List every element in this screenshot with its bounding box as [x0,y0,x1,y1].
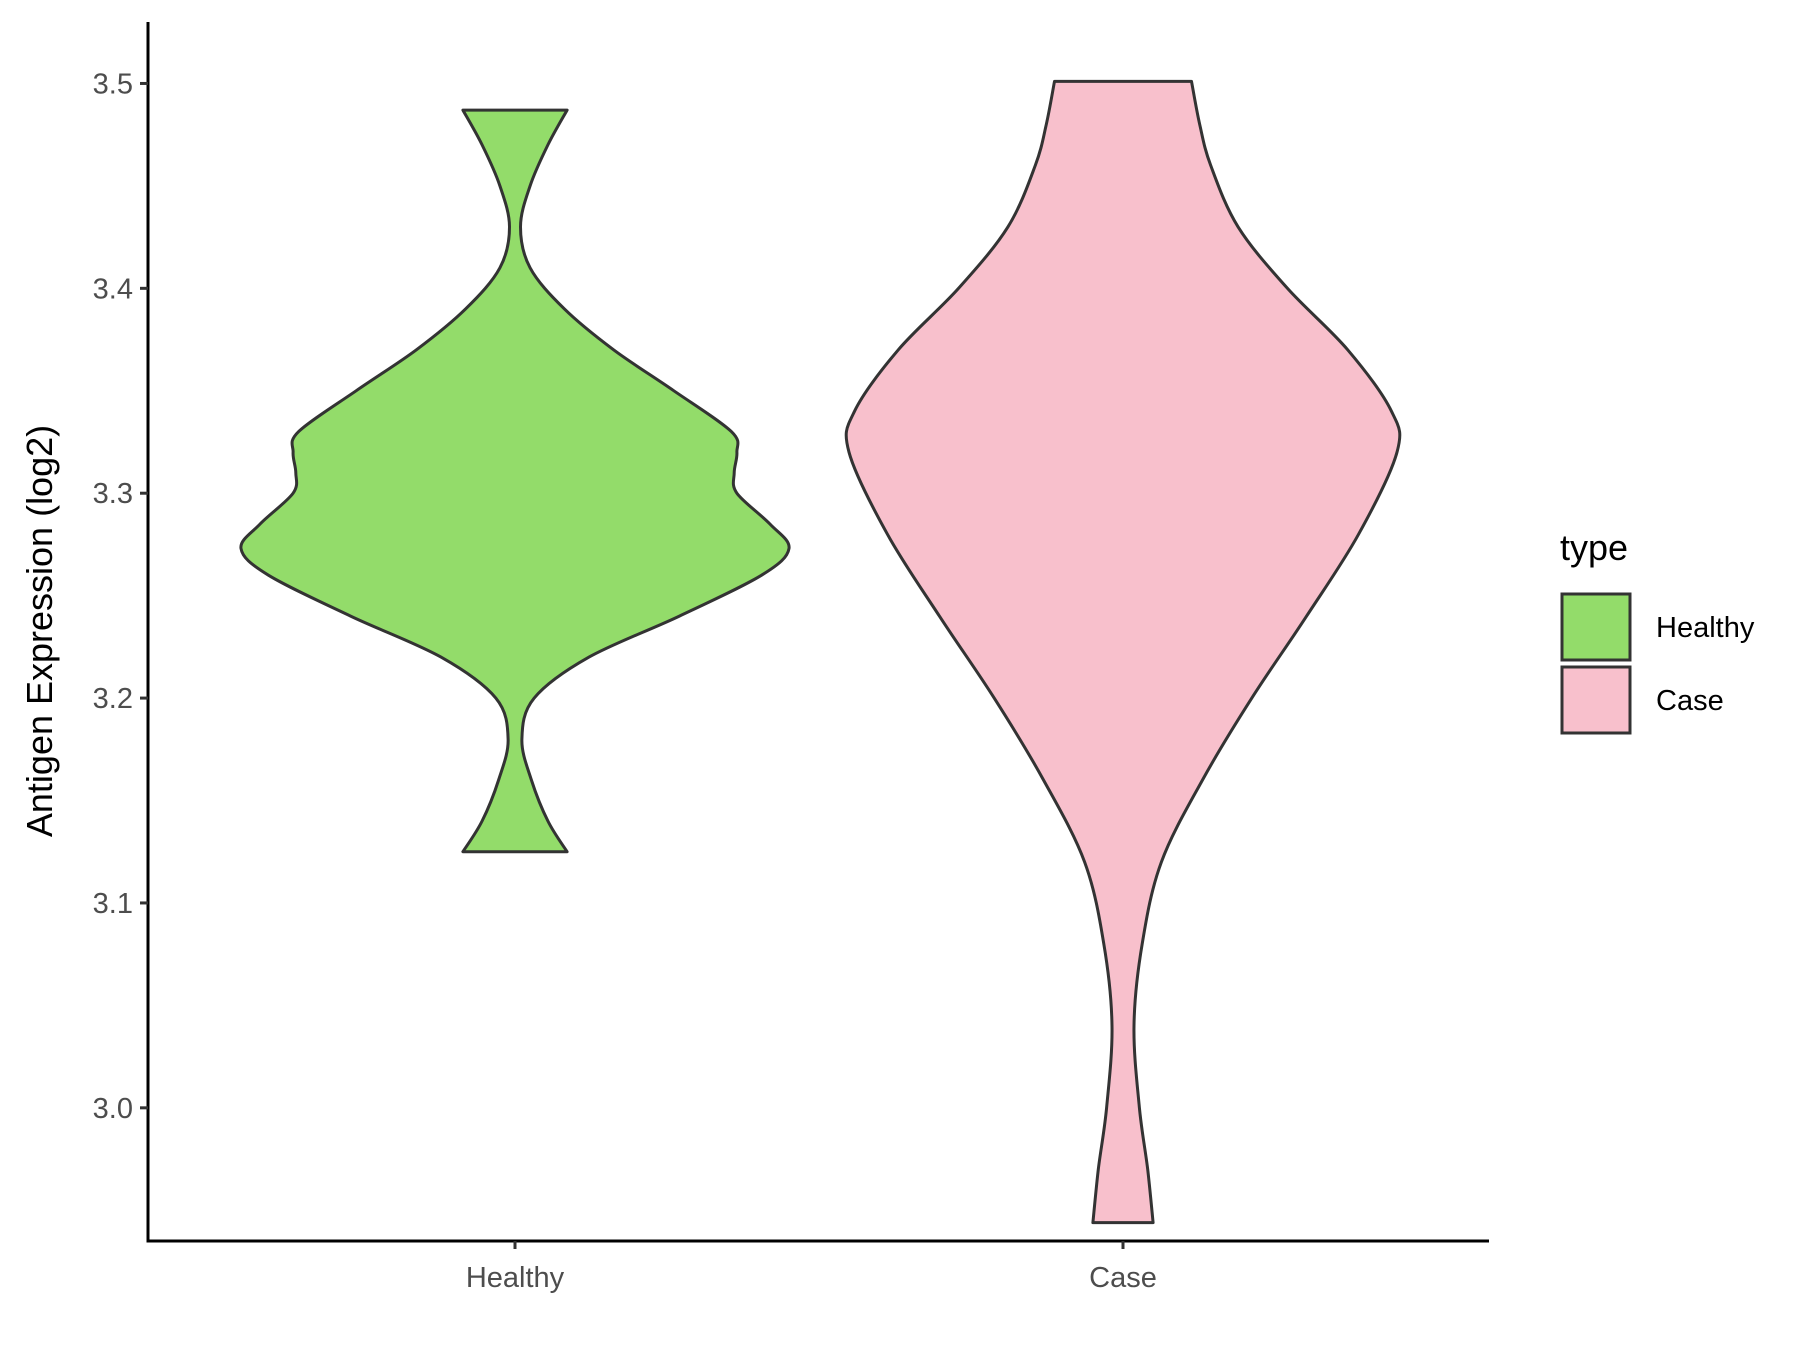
x-tick-label: Case [1089,1262,1157,1294]
x-tick-label: Healthy [466,1262,565,1294]
legend-title: type [1560,527,1628,568]
axes [146,22,1489,1243]
legend: type Healthy Case [1560,527,1755,735]
legend-key-case [1560,665,1632,735]
legend-label: Case [1656,685,1724,717]
legend-label: Healthy [1656,612,1755,644]
y-ticks: 3.0 3.1 3.2 3.3 3.4 3.5 [93,68,148,1125]
y-tick-label: 3.1 [93,888,133,920]
y-axis-title: Antigen Expression (log2) [19,425,60,837]
x-ticks: Healthy Case [466,1241,1157,1294]
legend-key-healthy [1560,592,1632,662]
violin-healthy [239,108,791,854]
y-tick-label: 3.5 [93,68,133,100]
y-tick-label: 3.0 [93,1093,133,1125]
violin-layer [239,79,1402,1225]
y-tick-label: 3.4 [93,273,133,305]
y-tick-label: 3.2 [93,683,133,715]
violin-case [844,79,1402,1225]
y-tick-label: 3.3 [93,478,133,510]
